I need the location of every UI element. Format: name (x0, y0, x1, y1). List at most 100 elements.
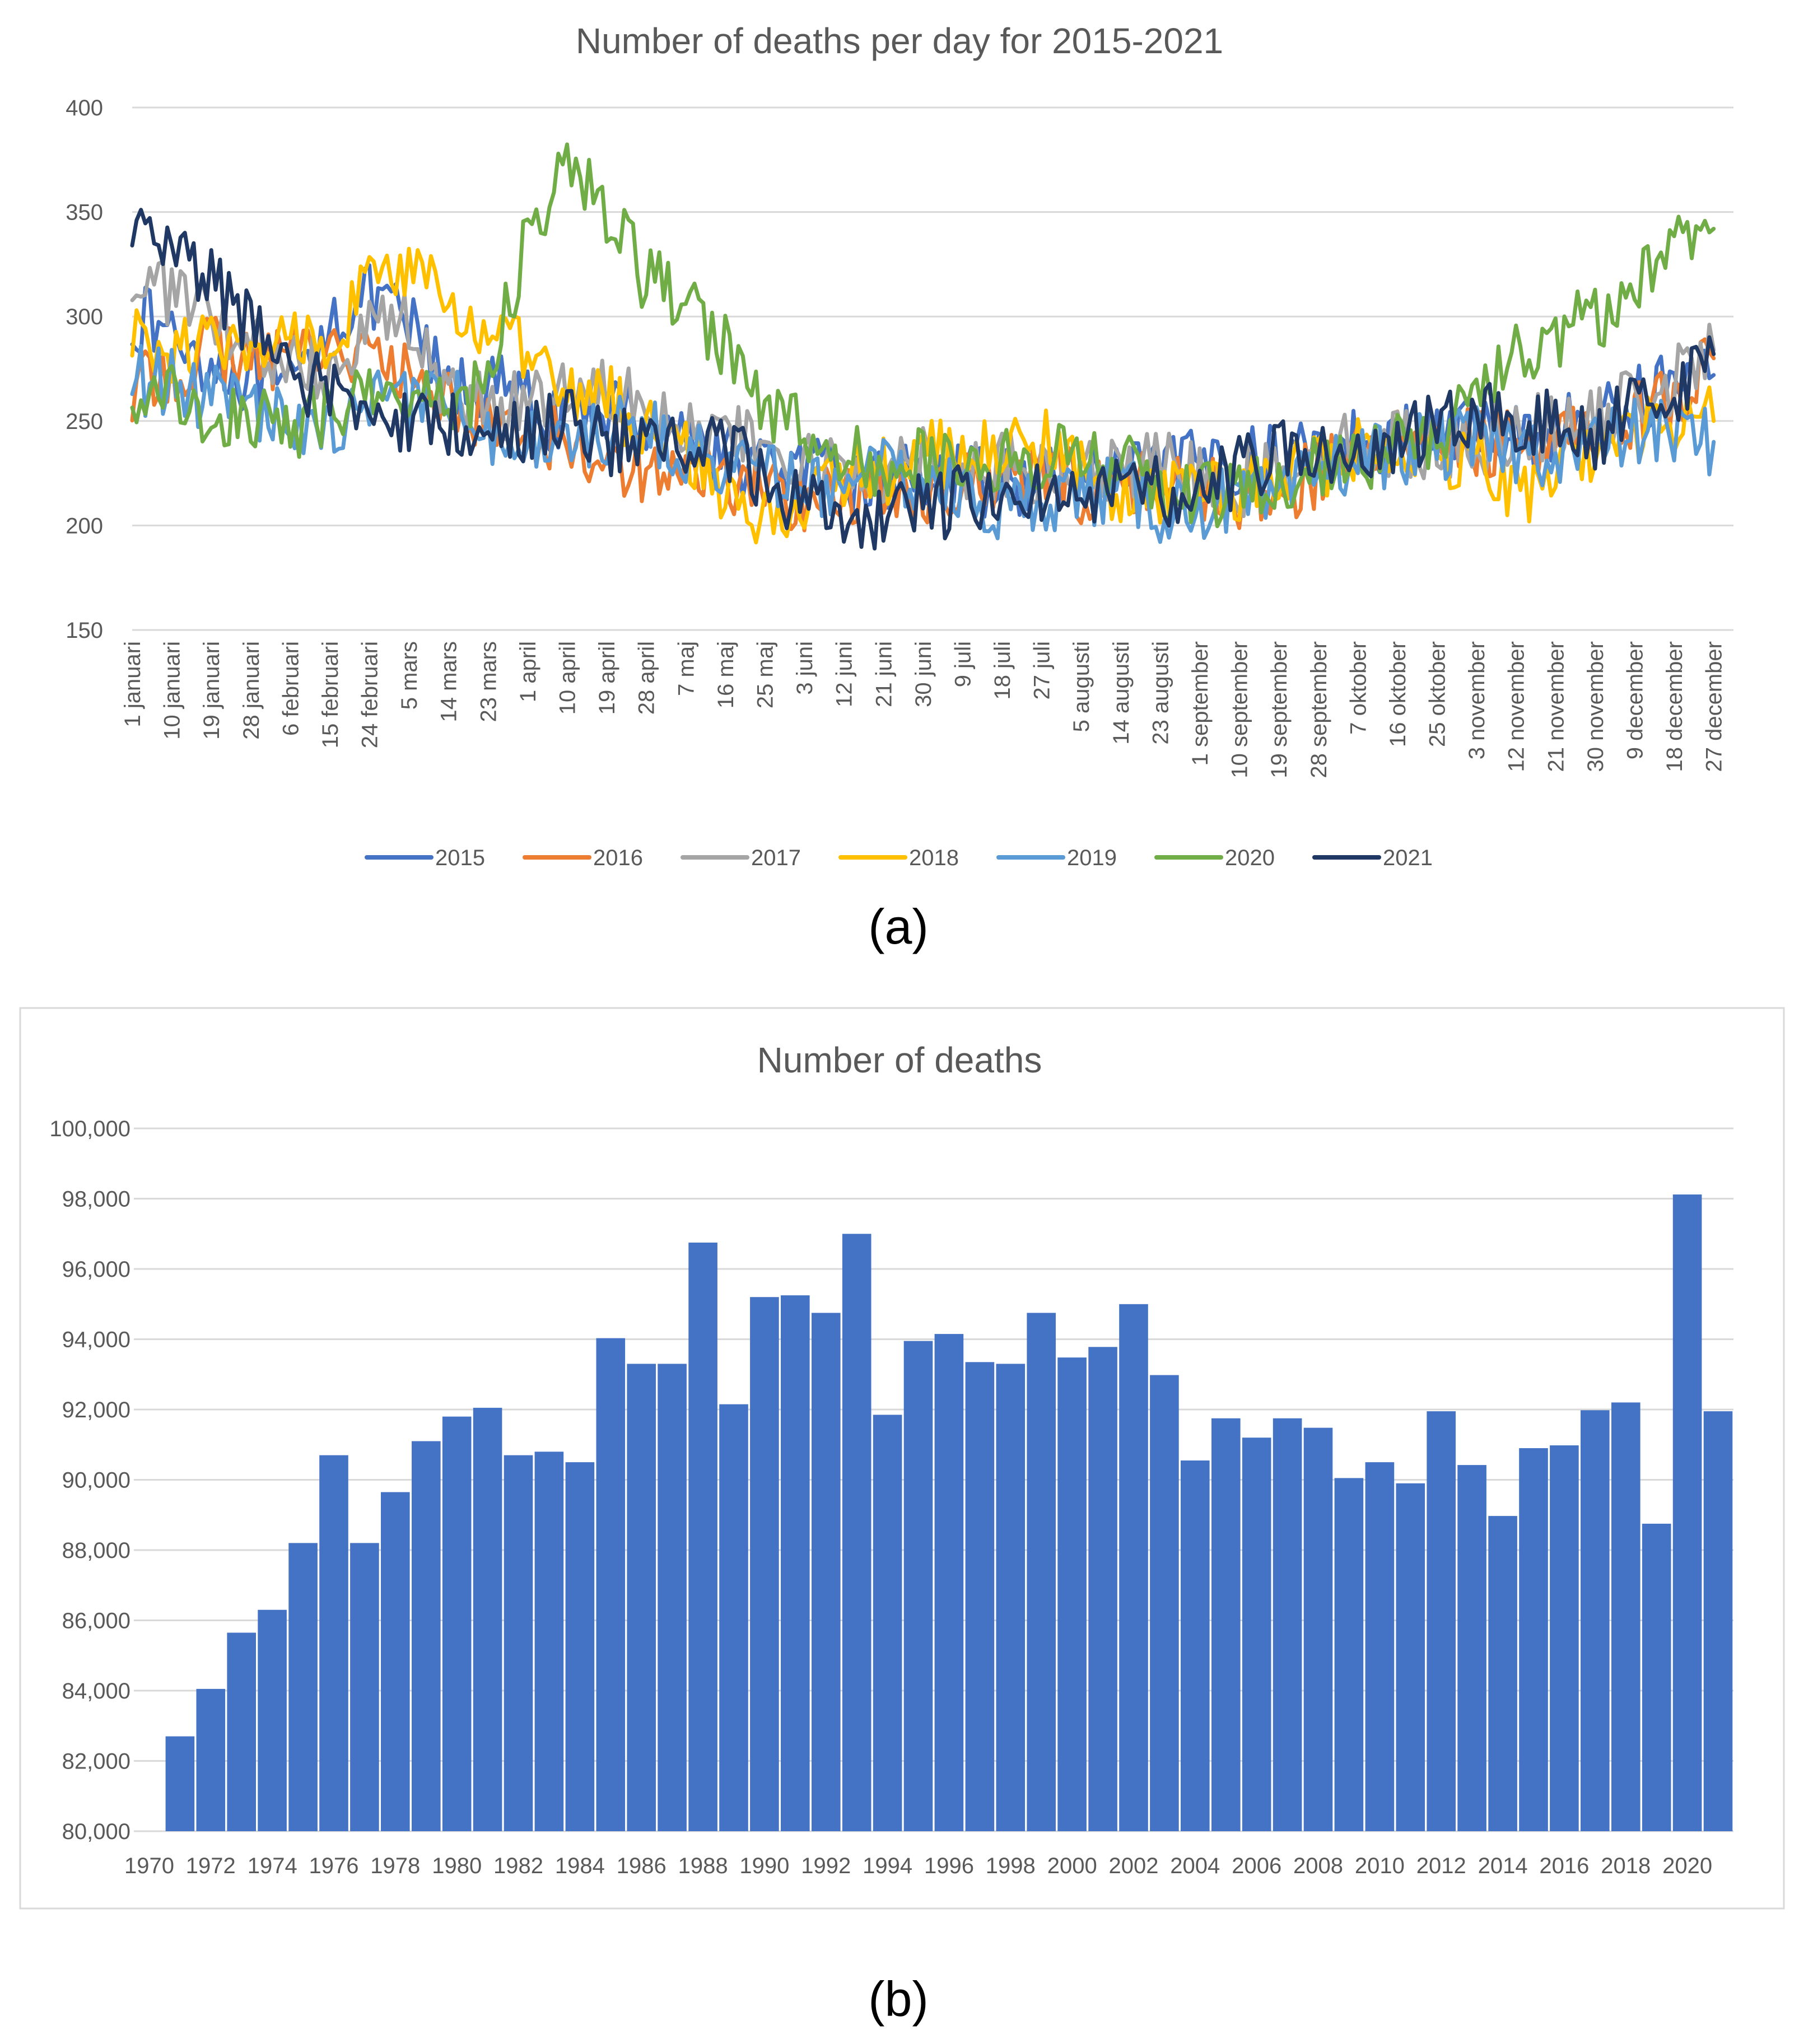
y-tick-label: 82,000 (62, 1749, 131, 1774)
bar-2007 (1273, 1418, 1302, 1831)
bar-2017 (1581, 1410, 1610, 1831)
x-tick-label: 9 december (1623, 641, 1648, 759)
x-tick-label: 5 mars (397, 641, 422, 710)
x-tick-label: 2004 (1170, 1854, 1220, 1878)
x-tick-label: 2012 (1416, 1854, 1466, 1878)
bar-1973 (227, 1632, 256, 1831)
bar-1998 (996, 1364, 1026, 1831)
bar-chart-bars (165, 1194, 1733, 1832)
x-tick-label: 24 februari (358, 641, 383, 748)
x-tick-label: 1982 (493, 1854, 543, 1878)
x-tick-label: 1980 (432, 1854, 482, 1878)
bar-2009 (1334, 1478, 1364, 1831)
y-tick-label: 80,000 (62, 1819, 131, 1844)
x-tick-label: 2010 (1355, 1854, 1405, 1878)
bar-1994 (873, 1415, 902, 1831)
legend-label-2021: 2021 (1383, 846, 1433, 870)
bar-2010 (1365, 1462, 1395, 1831)
x-tick-label: 10 september (1228, 641, 1252, 778)
x-tick-label: 2000 (1047, 1854, 1097, 1878)
x-tick-label: 25 oktober (1425, 641, 1450, 747)
x-tick-label: 19 april (595, 641, 619, 715)
bar-chart-border (19, 1007, 1785, 1910)
bar-2003 (1150, 1375, 1179, 1831)
bar-1971 (165, 1736, 195, 1831)
bar-1978 (381, 1492, 410, 1831)
x-tick-label: 10 januari (160, 641, 185, 740)
y-tick-label: 92,000 (62, 1398, 131, 1422)
y-tick-label: 250 (66, 409, 103, 434)
x-tick-label: 2014 (1478, 1854, 1528, 1878)
bar-1972 (196, 1688, 226, 1831)
bar-2012 (1427, 1411, 1456, 1831)
bar-1988 (688, 1242, 717, 1831)
x-tick-label: 10 april (556, 641, 580, 715)
x-tick-label: 2008 (1293, 1854, 1343, 1878)
bar-1997 (965, 1362, 995, 1831)
x-tick-label: 19 januari (199, 641, 224, 740)
x-tick-label: 27 juli (1030, 641, 1055, 700)
bar-2018 (1611, 1402, 1640, 1831)
bar-2006 (1242, 1438, 1271, 1831)
x-tick-label: 1 januari (120, 641, 145, 727)
x-tick-label: 21 juni (871, 641, 896, 707)
x-tick-label: 16 oktober (1386, 641, 1410, 747)
x-tick-label: 18 december (1662, 641, 1687, 772)
x-tick-label: 1996 (924, 1854, 974, 1878)
x-tick-label: 9 juli (950, 641, 975, 687)
bar-chart-y-axis: 80,000 82,000 84,000 86,000 88,000 90,000 92,0… (49, 1117, 131, 1844)
bar-chart-title: Number of deaths (757, 1040, 1042, 1080)
series-line-2020 (130, 142, 1716, 529)
bar-1989 (719, 1404, 748, 1831)
y-tick-label: 86,000 (62, 1609, 131, 1634)
bar-1991 (781, 1295, 810, 1831)
x-tick-label: 2002 (1109, 1854, 1159, 1878)
x-tick-label: 18 juli (990, 641, 1015, 700)
bar-1987 (658, 1364, 687, 1831)
x-tick-label: 1 september (1188, 641, 1213, 766)
x-tick-label: 2020 (1662, 1854, 1712, 1878)
y-tick-label: 400 (66, 96, 103, 120)
x-tick-label: 21 november (1544, 641, 1568, 772)
x-tick-label: 7 maj (674, 641, 698, 696)
x-tick-label: 27 december (1702, 641, 1727, 772)
series-line-2021 (130, 208, 1716, 550)
legend-label-2017: 2017 (751, 846, 801, 870)
bar-chart-panel: Number of deaths 80,000 82,000 84,000 86,00… (19, 1007, 1785, 2027)
x-tick-label: 30 november (1583, 641, 1608, 772)
bar-2019 (1642, 1523, 1671, 1831)
bar-2002 (1119, 1304, 1148, 1832)
bar-1993 (842, 1234, 871, 1832)
y-tick-label: 300 (66, 305, 103, 329)
y-tick-label: 100,000 (49, 1117, 131, 1141)
bar-2011 (1396, 1483, 1425, 1831)
x-tick-label: 5 augusti (1069, 641, 1094, 732)
bar-2014 (1488, 1516, 1517, 1831)
bar-2005 (1211, 1418, 1241, 1831)
bar-2020 (1672, 1194, 1702, 1831)
bar-1982 (504, 1455, 533, 1831)
x-tick-label: 1984 (555, 1854, 605, 1878)
line-chart-y-axis: 150 200 250 300 350 400 (66, 96, 103, 643)
y-tick-label: 84,000 (62, 1679, 131, 1704)
line-chart-x-axis: 1 januari 10 januari 19 januari 28 januari 6… (120, 641, 1727, 778)
y-tick-label: 88,000 (62, 1538, 131, 1563)
series-line-2016 (130, 316, 1716, 533)
y-tick-label: 90,000 (62, 1468, 131, 1493)
bar-1985 (596, 1338, 626, 1831)
bar-1980 (442, 1416, 472, 1831)
line-chart-legend: 2015 2016 2017 2018 2019 2020 2021 (365, 846, 1433, 870)
bar-2016 (1550, 1445, 1579, 1831)
bar-1983 (534, 1452, 564, 1831)
bar-2021 (1703, 1411, 1733, 1831)
bar-1996 (934, 1334, 964, 1831)
bar-2004 (1181, 1460, 1210, 1831)
bar-1977 (350, 1543, 379, 1831)
x-tick-label: 28 september (1307, 641, 1331, 778)
x-tick-label: 1 april (516, 641, 540, 702)
x-tick-label: 1986 (617, 1854, 667, 1878)
x-tick-label: 1976 (309, 1854, 359, 1878)
y-tick-label: 94,000 (62, 1328, 131, 1352)
bar-1979 (412, 1441, 441, 1831)
